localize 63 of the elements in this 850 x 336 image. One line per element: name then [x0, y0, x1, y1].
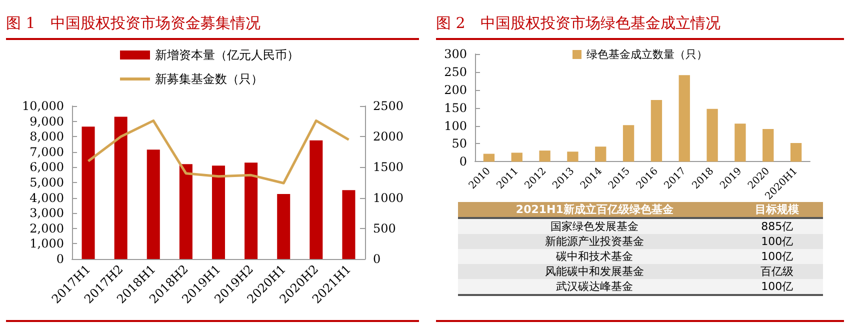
y-tick-label: 50 [452, 136, 467, 151]
bar [511, 152, 522, 162]
legend-label: 新募集基金数（只） [155, 72, 263, 86]
y-tick-label: 200 [444, 82, 467, 97]
y-tick-label: 9,000 [30, 114, 64, 128]
chart-title: 图 1 中国股权投资市场资金募集情况 [6, 14, 419, 40]
bar [82, 126, 95, 259]
bar [146, 150, 160, 259]
bar [277, 194, 290, 259]
bar [790, 143, 802, 162]
text: 2021H1新成立百亿级绿色基金 [458, 202, 732, 218]
bar [650, 100, 662, 162]
legend-label: 绿色基金成立数量（只） [586, 48, 708, 61]
y-tick-label: 4,000 [30, 190, 64, 205]
text: 百亿级 [732, 264, 822, 279]
y2-tick-label: 1500 [373, 160, 404, 174]
y-tick-label: 250 [444, 64, 467, 79]
line-series [87, 119, 350, 184]
text: 100亿 [732, 234, 822, 249]
bar [539, 150, 550, 162]
y-tick-label: 1,000 [30, 236, 64, 251]
y2-tick-label: 500 [373, 221, 396, 236]
bar [734, 124, 746, 162]
legend-label: 新增资本量（亿元人民币） [155, 48, 299, 62]
y-tick-label: 6,000 [30, 160, 64, 174]
y-tick-label: 100 [444, 118, 467, 133]
y-tick-label: 3,000 [30, 206, 64, 220]
bar [622, 125, 634, 162]
text: 885亿 [732, 218, 822, 234]
y-tick-label: 10,000 [22, 99, 64, 113]
bar [179, 164, 192, 259]
bar [310, 140, 323, 259]
bar [244, 162, 258, 259]
y-tick-label: 7,000 [30, 144, 64, 159]
text: 100亿 [732, 249, 822, 264]
y-tick-label: 8,000 [30, 130, 64, 144]
bar [483, 154, 495, 162]
y-tick-label: 150 [444, 100, 467, 115]
text: 新能源产业投资基金 [458, 234, 732, 249]
bar [567, 152, 578, 162]
y2-tick-label: 0 [373, 252, 381, 266]
text: 国家绿色发展基金 [458, 218, 732, 234]
y2-tick-label: 2000 [373, 130, 404, 144]
text: 100亿 [732, 279, 822, 295]
y-tick-label: 5,000 [30, 176, 64, 190]
bar [762, 129, 774, 162]
y-tick-label: 0 [56, 252, 64, 266]
chart-title: 图 2 中国股权投资市场绿色基金成立情况 [436, 14, 844, 40]
y-tick-label: 0 [459, 154, 467, 169]
bar [678, 75, 690, 162]
text: 风能碳中和发展基金 [458, 264, 732, 279]
text: 碳中和技术基金 [458, 249, 732, 264]
bar [706, 108, 718, 162]
y2-tick-label: 2500 [373, 99, 404, 113]
bar [595, 146, 606, 162]
bar [212, 166, 226, 259]
text: 目标规模 [732, 202, 822, 218]
bar [114, 116, 128, 259]
y-tick-label: 300 [444, 47, 467, 61]
y2-tick-label: 1000 [373, 190, 404, 205]
text: 武汉碳达峰基金 [458, 279, 732, 295]
y-tick-label: 2,000 [30, 221, 64, 236]
bar [342, 190, 356, 259]
